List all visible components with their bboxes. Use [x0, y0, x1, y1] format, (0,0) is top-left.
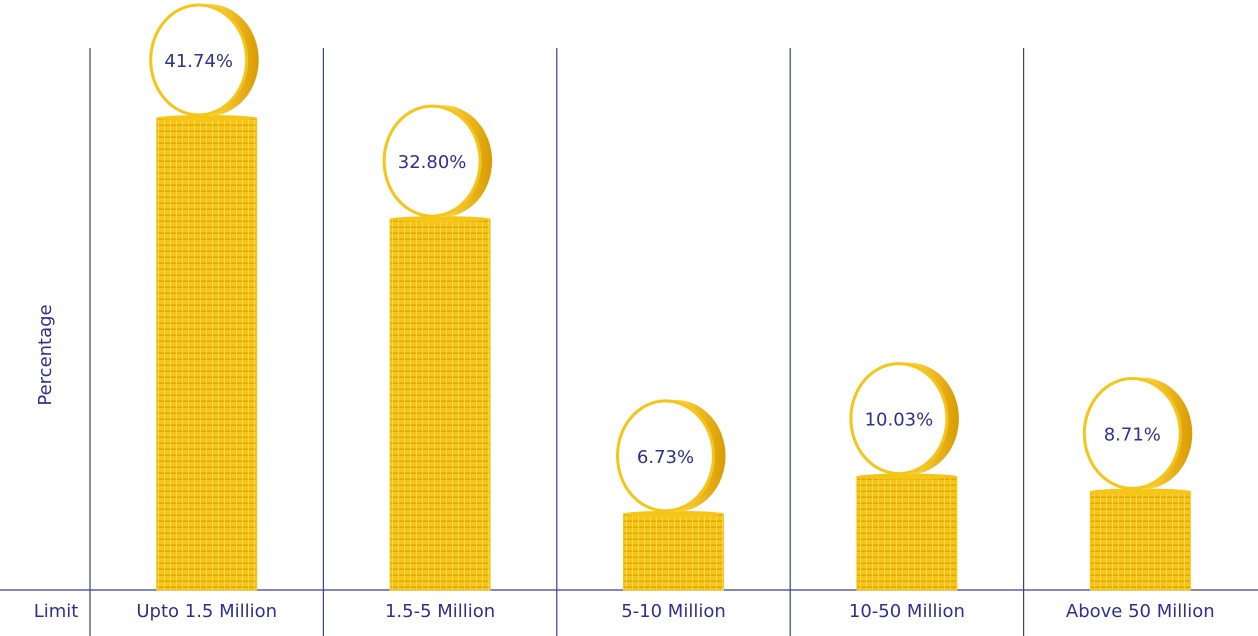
coin-face	[382, 104, 482, 218]
value-label: 6.73%	[637, 447, 694, 468]
x-tick-label: Upto 1.5 Million	[136, 601, 277, 622]
bar-top	[623, 510, 724, 517]
x-tick-label: Above 50 Million	[1066, 601, 1215, 622]
coin-face	[616, 399, 715, 513]
x-tick-label: 1.5-5 Million	[385, 601, 495, 622]
bar	[156, 117, 258, 591]
y-axis-label: Percentage	[35, 304, 56, 405]
bar	[856, 476, 958, 591]
value-label: 10.03%	[865, 410, 934, 431]
coin-face	[149, 3, 249, 117]
bar	[1089, 491, 1191, 591]
bar-top	[390, 216, 491, 223]
bar-top	[1090, 488, 1191, 495]
x-axis-label: Limit	[34, 601, 79, 622]
bar-top	[156, 115, 257, 121]
coin-face	[1082, 377, 1182, 491]
bar	[623, 513, 724, 591]
bar-top	[856, 473, 957, 480]
value-label: 8.71%	[1104, 425, 1161, 446]
value-label: 32.80%	[398, 152, 467, 173]
x-tick-label: 5-10 Million	[621, 601, 726, 622]
x-tick-label: 10-50 Million	[849, 601, 965, 622]
value-label: 41.74%	[164, 51, 233, 72]
coin-face	[849, 362, 949, 476]
bar	[389, 218, 491, 591]
